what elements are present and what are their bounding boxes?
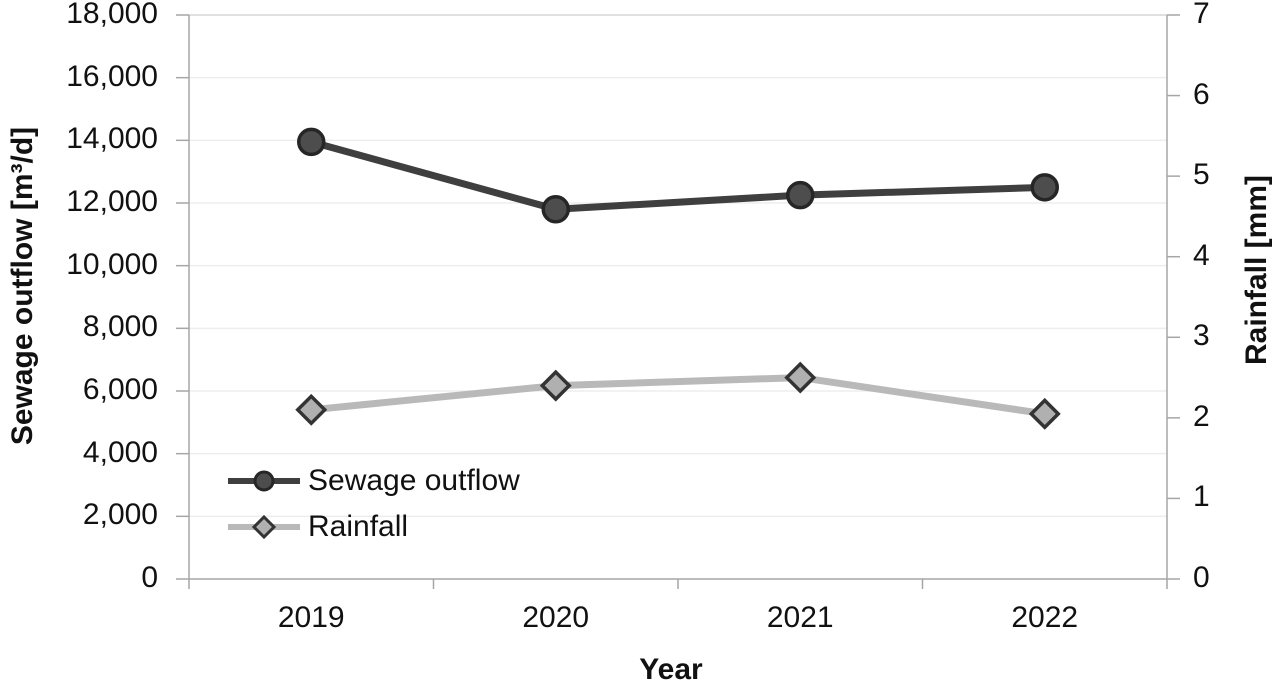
- left-axis-title: Sewage outflow [m³/d]: [6, 126, 39, 446]
- x-axis-tick-label: 2021: [766, 601, 834, 634]
- right-axis-tick-label: 1: [1193, 480, 1210, 514]
- left-axis-tick-label: 8,000: [82, 310, 158, 344]
- sewage-outflow-line-marker-icon: [228, 470, 300, 492]
- legend-label-rainfall: Rainfall: [308, 510, 409, 543]
- right-axis-tick-label: 3: [1193, 319, 1210, 353]
- x-axis-title: Year: [639, 653, 703, 686]
- x-axis-tick-label: 2020: [522, 601, 590, 634]
- right-axis-tick-label: 0: [1193, 561, 1210, 594]
- left-axis-tick-label: 0: [141, 561, 158, 594]
- right-axis-tick-label: 7: [1193, 0, 1210, 30]
- left-axis-tick-label: 18,000: [66, 0, 158, 30]
- right-axis-title: Rainfall [mm]: [1240, 174, 1273, 366]
- left-axis-tick-label: 2,000: [82, 498, 158, 532]
- left-axis-tick-label: 6,000: [82, 373, 158, 406]
- legend: Sewage outflow Rainfall: [226, 466, 520, 542]
- legend-label-sewage-outflow: Sewage outflow: [308, 464, 520, 497]
- right-axis-tick-label: 2: [1193, 399, 1210, 433]
- right-axis-tick-label: 4: [1193, 238, 1210, 272]
- legend-item-sewage-outflow: Sewage outflow: [226, 466, 520, 496]
- left-axis-tick-label: 4,000: [82, 435, 158, 469]
- right-axis-tick-label: 6: [1193, 77, 1210, 111]
- left-axis-tick-label: 12,000: [66, 185, 158, 218]
- left-axis-tick-label: 16,000: [66, 59, 158, 93]
- x-axis-tick-label: 2022: [1011, 601, 1079, 634]
- right-axis-tick-label: 5: [1193, 158, 1210, 192]
- left-axis-tick-label: 14,000: [66, 122, 158, 156]
- rainfall-line-marker-icon: [228, 514, 300, 540]
- x-axis-tick-label: 2019: [277, 601, 345, 634]
- left-axis-tick-label: 10,000: [66, 247, 158, 281]
- legend-item-rainfall: Rainfall: [226, 512, 520, 542]
